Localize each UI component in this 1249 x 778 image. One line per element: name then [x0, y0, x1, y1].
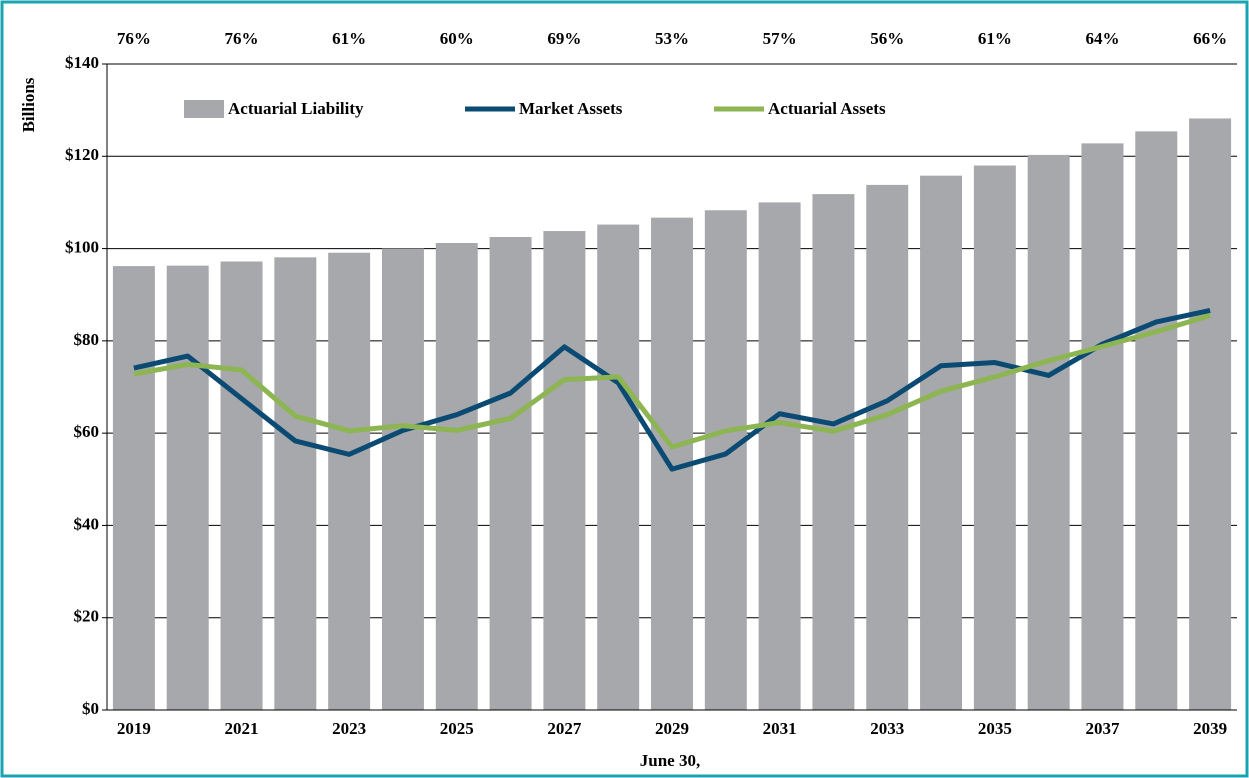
bar [166, 265, 209, 710]
x-tick-label: 2027 [547, 719, 582, 738]
x-tick-label: 2029 [655, 719, 689, 738]
x-tick-label: 2035 [978, 719, 1012, 738]
bar [1027, 154, 1070, 710]
y-tick-label: $100 [65, 237, 99, 256]
x-tick-label: 2023 [332, 719, 366, 738]
bar [866, 184, 909, 710]
bar [1189, 118, 1232, 711]
y-tick-label: $120 [65, 145, 99, 164]
y-tick-label: $40 [74, 514, 100, 533]
x-tick-label: 2037 [1085, 719, 1120, 738]
funded-ratio-label: 66% [1193, 29, 1227, 48]
funded-ratio-label: 60% [440, 29, 474, 48]
funded-ratio-label: 61% [332, 29, 366, 48]
bar [435, 243, 478, 710]
legend-label: Actuarial Assets [768, 99, 886, 118]
y-tick-label: $140 [65, 53, 99, 72]
bar [274, 257, 317, 710]
bar [381, 248, 424, 711]
funded-ratio-label: 64% [1085, 29, 1119, 48]
line [133, 313, 1211, 450]
funded-ratio-label: 76% [117, 29, 151, 48]
x-tick-label: 2039 [1193, 719, 1227, 738]
funded-ratio-label: 61% [978, 29, 1012, 48]
bar [489, 237, 532, 711]
bar [973, 165, 1016, 710]
x-axis-label: June 30, [640, 751, 700, 770]
line [133, 307, 1211, 472]
y-tick-label: $80 [74, 330, 100, 349]
funded-ratio-label: 69% [547, 29, 581, 48]
x-tick-label: 2019 [117, 719, 151, 738]
bar [920, 175, 963, 710]
bar [220, 261, 263, 710]
funded-ratio-label: 76% [225, 29, 259, 48]
legend-swatch [184, 100, 224, 118]
bar [597, 224, 640, 710]
bar [1135, 131, 1178, 710]
bar [812, 194, 855, 710]
bar [758, 202, 801, 710]
funded-ratio-label: 53% [655, 29, 689, 48]
y-tick-label: $60 [74, 422, 100, 441]
y-tick-label: $0 [82, 699, 99, 718]
y-axis-label: Billions [19, 77, 38, 132]
x-tick-label: 2021 [225, 719, 259, 738]
legend-label: Market Assets [519, 99, 623, 118]
bar [543, 231, 586, 710]
funded-ratio-label: 56% [870, 29, 904, 48]
x-tick-label: 2025 [440, 719, 474, 738]
funded-ratio-label: 57% [763, 29, 797, 48]
bar [112, 266, 155, 710]
x-tick-label: 2033 [870, 719, 904, 738]
legend-label: Actuarial Liability [228, 99, 364, 118]
bar [1081, 143, 1124, 710]
bar [328, 252, 371, 710]
y-tick-label: $20 [74, 607, 100, 626]
x-tick-label: 2031 [763, 719, 797, 738]
